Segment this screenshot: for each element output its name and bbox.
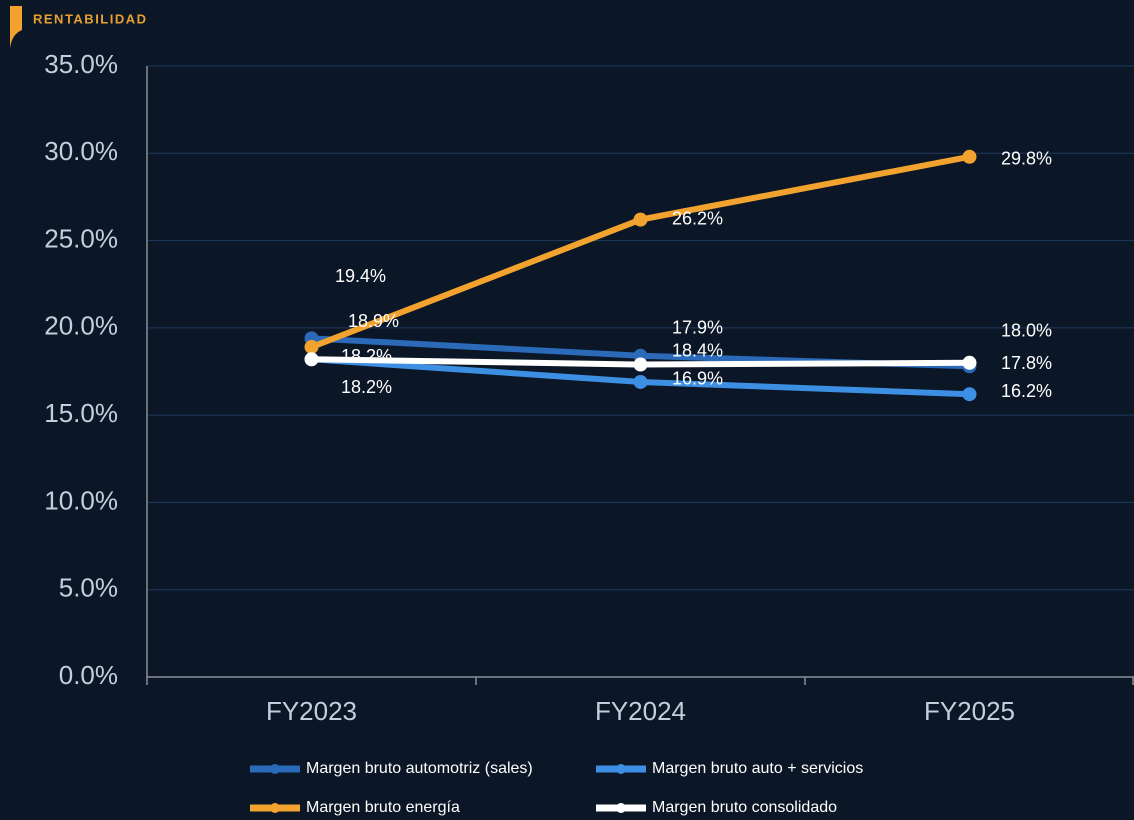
data-label: 18.2% [341,377,392,397]
series-marker [633,357,648,372]
y-tick-label: 20.0% [44,311,118,341]
data-label: 29.8% [1001,149,1052,169]
legend-label: Margen bruto energía [306,799,460,816]
header-title: RENTABILIDAD [33,11,148,26]
series-marker [633,374,648,389]
data-label: 16.9% [672,369,723,389]
series-marker [304,352,319,367]
header-accent [10,6,22,48]
legend-marker [616,803,626,813]
data-label: 16.2% [1001,381,1052,401]
y-tick-label: 5.0% [59,573,118,603]
legend-label: Margen bruto auto + servicios [652,760,863,777]
legend-label: Margen bruto automotriz (sales) [306,760,533,777]
data-label: 17.9% [672,317,723,337]
series-marker [633,212,648,227]
y-tick-label: 0.0% [59,660,118,690]
x-tick-label: FY2023 [266,696,357,726]
data-label: 18.9% [348,311,399,331]
legend-label: Margen bruto consolidado [652,799,837,816]
y-tick-label: 30.0% [44,136,118,166]
series-marker [962,387,977,402]
legend-marker [270,803,280,813]
series-marker [962,355,977,370]
y-tick-label: 15.0% [44,398,118,428]
y-tick-label: 25.0% [44,223,118,253]
series-marker [962,149,977,164]
data-label: 17.8% [1001,353,1052,373]
y-tick-label: 35.0% [44,49,118,79]
data-label: 18.4% [672,341,723,361]
data-label: 18.0% [1001,321,1052,341]
x-tick-label: FY2024 [595,696,686,726]
legend-marker [270,764,280,774]
y-tick-label: 10.0% [44,485,118,515]
data-label: 26.2% [672,208,723,228]
data-label: 19.4% [335,266,386,286]
legend-marker [616,764,626,774]
x-tick-label: FY2025 [924,696,1015,726]
series-marker [304,340,319,355]
data-label: 18.2% [341,346,392,366]
